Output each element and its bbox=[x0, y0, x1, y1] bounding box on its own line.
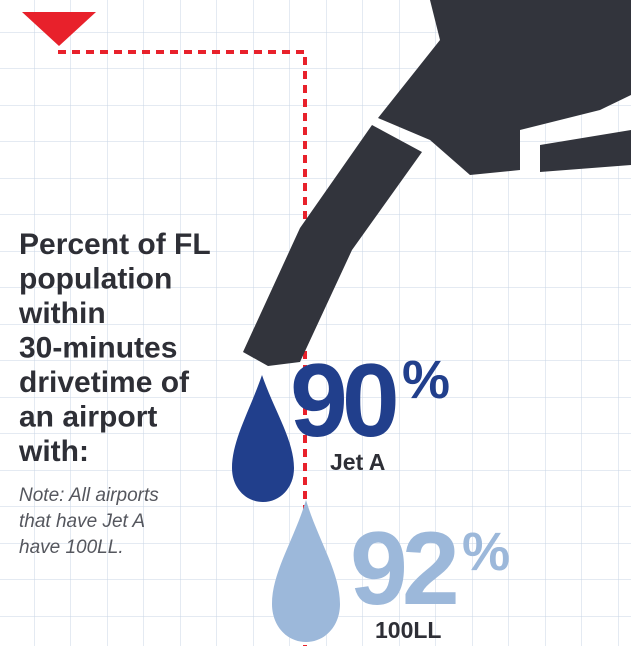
note-line: Note: All airports bbox=[19, 485, 159, 506]
title-line: within bbox=[18, 297, 106, 330]
page: {"title": ["Percent of FL", "population"… bbox=[0, 0, 631, 646]
stat-value: 92 bbox=[350, 511, 456, 627]
stat-label: Jet A bbox=[330, 449, 385, 475]
stat-label: 100LL bbox=[375, 617, 441, 643]
title-line: drivetime of bbox=[19, 366, 190, 399]
infographic: Percent of FLpopulationwithin30-minutesd… bbox=[0, 0, 631, 646]
stat-unit: % bbox=[462, 522, 510, 582]
stat-value: 90 bbox=[290, 343, 396, 459]
title-line: Percent of FL bbox=[19, 228, 211, 261]
title-line: an airport bbox=[19, 401, 157, 434]
note-line: have 100LL. bbox=[19, 537, 124, 558]
title-line: population bbox=[19, 263, 172, 296]
stat-unit: % bbox=[402, 350, 450, 410]
title-line: with: bbox=[18, 435, 89, 468]
title-line: 30-minutes bbox=[19, 332, 177, 365]
note-line: that have Jet A bbox=[19, 511, 145, 532]
